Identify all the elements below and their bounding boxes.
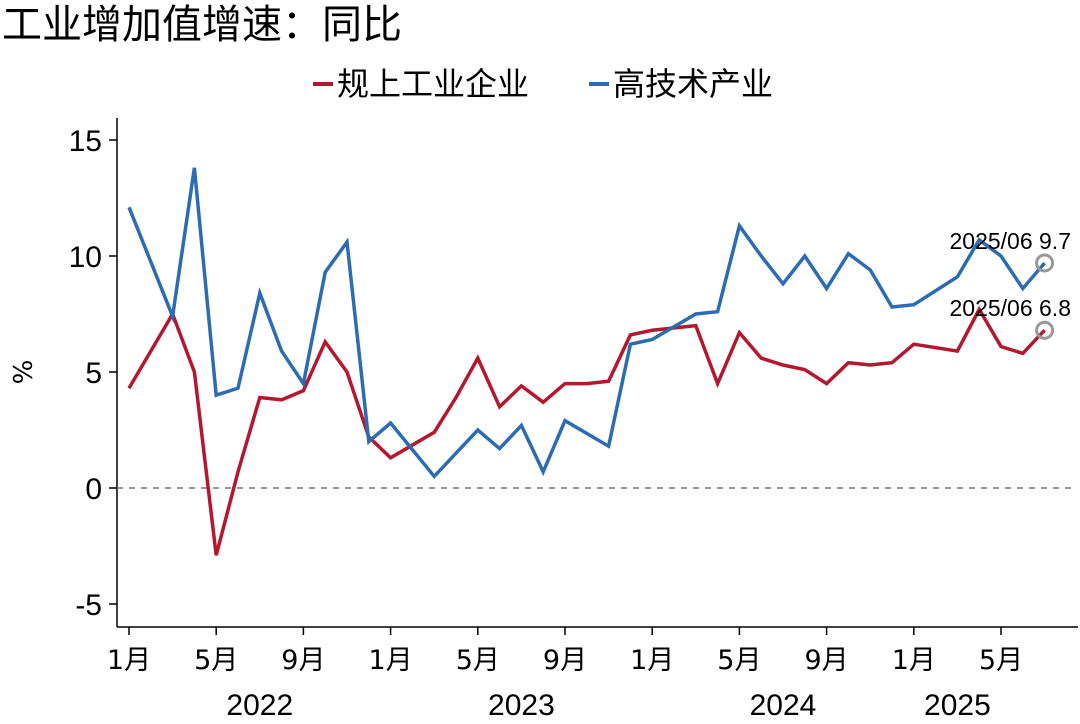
x-tick-label: 9月 (805, 645, 849, 676)
annotations: 2025/06 9.7 2025/06 6.8 (949, 228, 1071, 340)
legend-label-series-1: 高技术产业 (613, 65, 773, 103)
y-tick-label: -5 (75, 589, 102, 622)
series-line-0 (127, 305, 1046, 556)
y-tick-label: 0 (85, 473, 102, 506)
y-ticks: -5 0 5 10 15 (69, 125, 1072, 622)
x-ticks: 1月 5月 9月 1月 5月 9月 1月 5月 9月 1月 5月 2022 2023 2024 2025 (107, 627, 1023, 722)
x-year-label: 2025 (924, 689, 991, 722)
x-tick-label: 1月 (892, 645, 936, 676)
x-tick-label: 5月 (194, 645, 238, 676)
x-tick-label: 9月 (543, 645, 587, 676)
legend-label-series-0: 规上工业企业 (337, 65, 529, 103)
annotation-label: 2025/06 6.8 (949, 295, 1071, 321)
legend: 规上工业企业 高技术产业 (313, 65, 773, 103)
x-tick-label: 1月 (369, 645, 413, 676)
x-tick-label: 5月 (717, 645, 761, 676)
annotation-marker (1035, 320, 1055, 340)
x-tick-label: 1月 (630, 645, 674, 676)
y-tick-label: 10 (69, 241, 102, 274)
x-tick-label: 9月 (281, 645, 325, 676)
series-line-1 (127, 167, 1046, 480)
x-tick-label: 5月 (456, 645, 500, 676)
series-lines (127, 167, 1046, 556)
y-tick-label: 5 (85, 357, 102, 390)
annotation-label: 2025/06 9.7 (949, 228, 1071, 254)
y-axis-label: % (9, 360, 39, 385)
annotation-marker (1035, 253, 1055, 273)
x-tick-label: 5月 (979, 645, 1023, 676)
x-year-label: 2024 (750, 689, 817, 722)
x-year-label: 2023 (488, 689, 555, 722)
x-year-label: 2022 (226, 689, 293, 722)
x-tick-label: 1月 (107, 645, 151, 676)
y-tick-label: 15 (69, 125, 102, 158)
chart-title: 工业增加值增速：同比 (2, 2, 402, 48)
